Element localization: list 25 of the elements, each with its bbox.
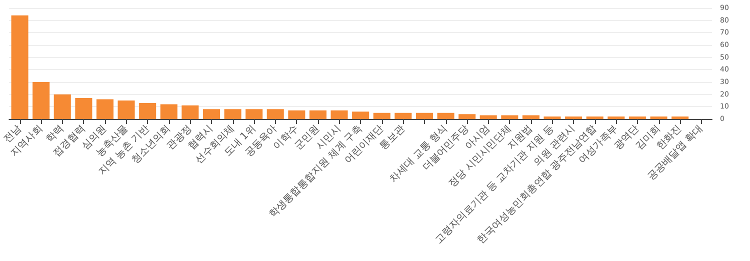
bar (160, 104, 178, 119)
bar (330, 110, 348, 119)
bar (54, 94, 71, 119)
bar (373, 112, 390, 119)
bar (11, 15, 28, 119)
bar (288, 110, 306, 119)
bar (75, 98, 92, 119)
bar (309, 110, 326, 119)
bar (352, 112, 370, 119)
bar (96, 99, 114, 119)
bar (118, 100, 135, 119)
bar (458, 114, 476, 119)
bar (394, 112, 412, 119)
bar (139, 102, 156, 119)
bar (437, 112, 454, 119)
bar (522, 115, 540, 119)
bar (224, 109, 242, 119)
bar (266, 109, 284, 119)
bar (202, 109, 220, 119)
bar (501, 115, 518, 119)
bar (480, 115, 497, 119)
bar (182, 105, 199, 119)
bar (246, 109, 263, 119)
bar (32, 82, 50, 119)
bar (416, 112, 433, 119)
